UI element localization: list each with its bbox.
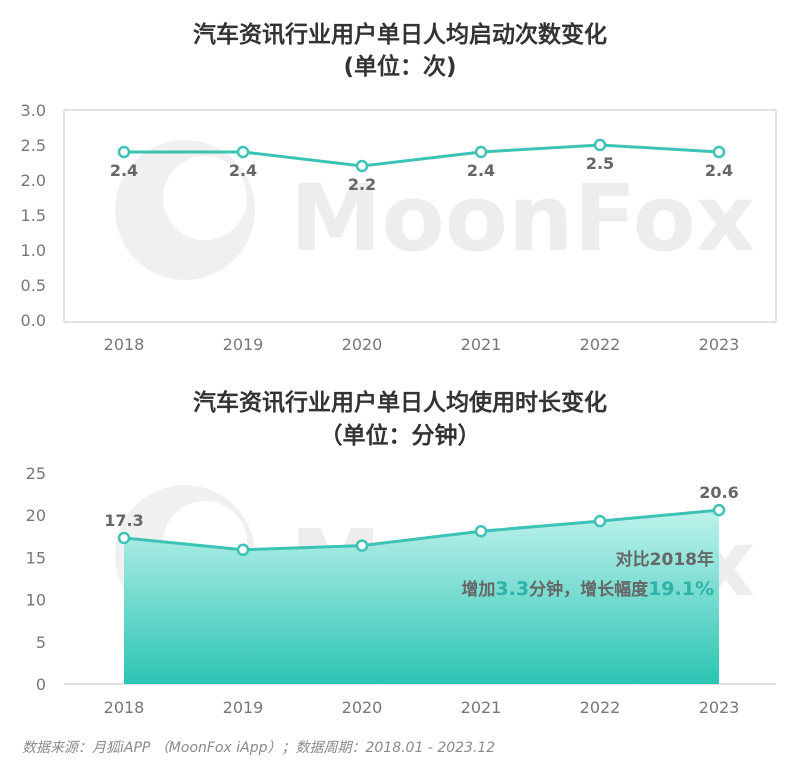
- chart1-data-label: 2.4: [705, 161, 733, 180]
- watermark-top: MoonFox: [115, 140, 755, 280]
- chart1-subtitle: (单位：次): [343, 53, 456, 80]
- chart1-y-tick-label: 2.0: [21, 171, 46, 190]
- chart2-x-axis: 2018 2019 2020 2021 2022 2023: [104, 698, 740, 717]
- chart1-y-tick-label: 1.5: [21, 206, 46, 225]
- chart2-data-point: [712, 503, 726, 517]
- chart1-plot-frame: [63, 109, 777, 323]
- chart1-data-label: 2.4: [110, 161, 138, 180]
- chart1-x-axis: 2018 2019 2020 2021 2022 2023: [104, 335, 740, 354]
- chart1-data-label: 2.4: [229, 161, 257, 180]
- chart1-x-tick-label: 2022: [580, 335, 621, 354]
- chart2-y-axis: 0 5 10 15 20 25: [26, 464, 46, 694]
- chart1-x-tick-label: 2021: [461, 335, 502, 354]
- chart1-y-tick-label: 1.0: [21, 241, 46, 260]
- chart2-x-tick-label: 2021: [461, 698, 502, 717]
- chart2-title: 汽车资讯行业用户单日人均使用时长变化: [193, 389, 607, 416]
- chart1-data-point: [712, 145, 726, 159]
- chart1-y-tick-label: 0.0: [21, 311, 46, 330]
- annotation-line2: 增加3.3分钟，增长幅度19.1%: [461, 578, 714, 600]
- chart1-data-point: [474, 145, 488, 159]
- chart2-data-point: [474, 524, 488, 538]
- chart1-x-tick-label: 2020: [342, 335, 383, 354]
- chart2-y-tick-label: 15: [26, 548, 46, 567]
- chart1-x-tick-label: 2023: [699, 335, 740, 354]
- chart1-x-tick-label: 2018: [104, 335, 145, 354]
- source-note: 数据来源：月狐iAPP （MoonFox iApp）；数据周期：2018.01 …: [22, 740, 495, 756]
- chart1-y-tick-label: 2.5: [21, 136, 46, 155]
- chart2-data-point: [117, 531, 131, 545]
- chart2-data-label: 20.6: [699, 483, 738, 502]
- chart2-data-point: [593, 514, 607, 528]
- chart2-area-fill: [124, 510, 719, 684]
- chart1-data-label: 2.4: [467, 161, 495, 180]
- chart1-series: 2.4 2.4 2.2 2.4 2.5 2.4: [110, 138, 733, 194]
- chart2-x-tick-label: 2023: [699, 698, 740, 717]
- chart1-title: 汽车资讯行业用户单日人均启动次数变化: [193, 21, 607, 48]
- chart2-series-line: [123, 508, 720, 552]
- chart2-x-tick-label: 2020: [342, 698, 383, 717]
- chart2-y-tick-label: 25: [26, 464, 46, 483]
- chart2-y-tick-label: 5: [36, 633, 46, 652]
- chart1-data-point: [593, 138, 607, 152]
- chart1-data-label: 2.5: [586, 154, 614, 173]
- chart1-data-point: [236, 145, 250, 159]
- chart2-data-point: [355, 539, 369, 552]
- chart2-data-point: [236, 543, 250, 557]
- chart2-x-tick-label: 2019: [223, 698, 264, 717]
- chart2-y-tick-label: 0: [36, 675, 46, 694]
- chart2-y-tick-label: 10: [26, 591, 46, 610]
- chart2-x-tick-label: 2022: [580, 698, 621, 717]
- chart1-y-tick-label: 3.0: [21, 101, 46, 120]
- watermark-text: MoonFox: [290, 165, 755, 272]
- chart2-data-label: 17.3: [104, 511, 143, 530]
- chart1-y-tick-label: 0.5: [21, 276, 46, 295]
- chart1-data-point: [355, 159, 369, 173]
- chart2-x-tick-label: 2018: [104, 698, 145, 717]
- chart2-series: 17.3 20.6: [104, 483, 739, 684]
- annotation-line1: 对比2018年: [616, 549, 714, 570]
- chart2-subtitle: （单位：分钟）: [320, 422, 481, 449]
- chart1-y-axis: 0.0 0.5 1.0 1.5 2.0 2.5 3.0: [21, 101, 46, 330]
- chart1-data-label: 2.2: [348, 175, 376, 194]
- chart1-data-point: [117, 145, 131, 159]
- chart1-x-tick-label: 2019: [223, 335, 264, 354]
- chart1-series-line: [124, 143, 720, 168]
- chart2-y-tick-label: 20: [26, 506, 46, 525]
